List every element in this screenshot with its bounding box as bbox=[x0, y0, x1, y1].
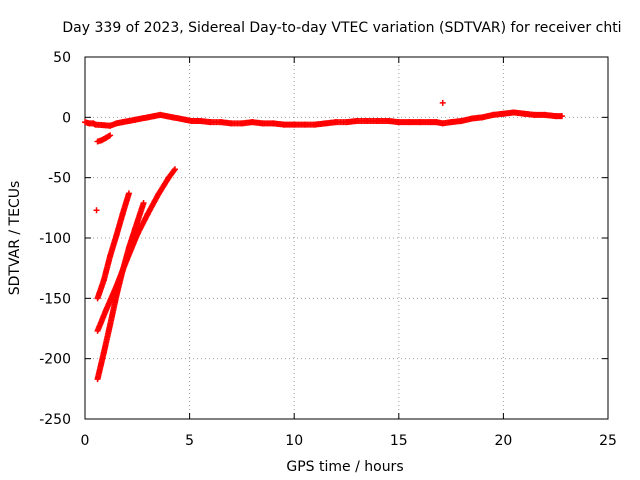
y-tick-label: 0 bbox=[62, 110, 71, 126]
y-tick-label: -250 bbox=[39, 412, 71, 428]
data-point bbox=[171, 167, 178, 174]
x-tick-label: 5 bbox=[185, 433, 194, 449]
data-point bbox=[93, 207, 100, 214]
y-tick-label: -200 bbox=[39, 352, 71, 368]
y-tick-label: 50 bbox=[53, 50, 71, 66]
x-tick-label: 10 bbox=[285, 433, 303, 449]
x-tick-label: 0 bbox=[81, 433, 90, 449]
axis-ticks: 0 5 10 15 20 25 -250 -200 -150 -100 -50 0 50 bbox=[39, 50, 617, 449]
x-axis-label: GPS time / hours bbox=[286, 459, 403, 475]
x-tick-label: 20 bbox=[494, 433, 512, 449]
data-point bbox=[140, 200, 147, 207]
y-tick-label: -150 bbox=[39, 291, 71, 307]
data-points bbox=[82, 99, 565, 383]
data-point bbox=[171, 166, 178, 173]
data-point bbox=[439, 99, 446, 106]
x-tick-label: 15 bbox=[390, 433, 408, 449]
y-tick-label: -100 bbox=[39, 231, 71, 247]
x-tick-label: 25 bbox=[599, 433, 617, 449]
grid-lines bbox=[85, 57, 608, 419]
y-axis-label: SDTVAR / TECUs bbox=[7, 181, 23, 296]
data-point bbox=[125, 190, 132, 197]
data-point bbox=[558, 113, 565, 120]
chart-title: Day 339 of 2023, Sidereal Day-to-day VTE… bbox=[62, 20, 621, 36]
y-tick-label: -50 bbox=[48, 171, 71, 187]
data-point bbox=[107, 132, 114, 139]
